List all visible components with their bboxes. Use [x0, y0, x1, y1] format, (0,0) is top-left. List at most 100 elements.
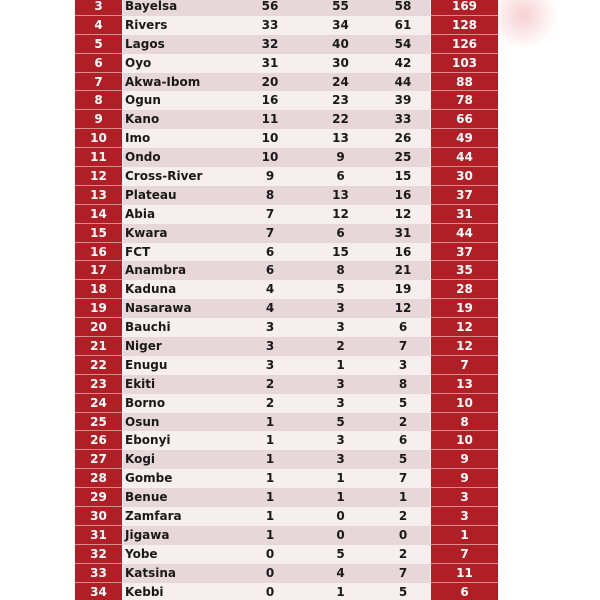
value-cell-3: 2 — [398, 414, 408, 429]
value-cell-1: 7 — [265, 206, 275, 221]
total-cell: 10 — [430, 393, 498, 413]
table-row: 22 Enugu 3 1 3 7 — [75, 355, 498, 375]
table-row: 8 Ogun 16 23 39 78 — [75, 91, 498, 111]
value-cell-2: 2 — [336, 339, 345, 354]
value-cell-3: 12 — [394, 206, 412, 221]
state-name-cell: Ondo — [125, 150, 161, 165]
value-cell-1: 56 — [261, 0, 279, 13]
table-row: 16 FCT 6 15 16 37 — [75, 242, 498, 262]
value-cell-2: 12 — [332, 206, 349, 221]
value-cell-1: 3 — [265, 320, 275, 335]
value-cell-1: 10 — [261, 150, 279, 165]
state-name-cell: Ebonyi — [125, 433, 171, 448]
total-cell: 12 — [430, 318, 498, 338]
table-row: 6 Oyo 31 30 42 103 — [75, 53, 498, 73]
table-row: 27 Kogi 1 3 5 9 — [75, 450, 498, 470]
total-cell: 28 — [430, 280, 498, 300]
value-cell-2: 3 — [336, 452, 345, 467]
value-cell-2: 6 — [336, 169, 345, 184]
total-cell: 126 — [430, 34, 498, 54]
rank-cell: 10 — [75, 129, 123, 149]
state-name-cell: Kaduna — [125, 282, 177, 297]
value-cell-1: 2 — [265, 395, 275, 410]
table-row: 24 Borno 2 3 5 10 — [75, 393, 498, 413]
rank-cell: 14 — [75, 204, 123, 224]
table-row: 25 Osun 1 5 2 8 — [75, 412, 498, 432]
rank-cell: 7 — [75, 72, 123, 92]
value-cell-3: 42 — [394, 55, 412, 70]
state-name-cell: Anambra — [125, 263, 187, 278]
value-cell-1: 4 — [265, 282, 275, 297]
total-cell: 49 — [430, 129, 498, 149]
value-cell-2: 1 — [336, 584, 345, 599]
table-row: 10 Imo 10 13 26 49 — [75, 129, 498, 149]
value-cell-3: 5 — [398, 452, 408, 467]
state-name-cell: Yobe — [125, 546, 158, 561]
value-cell-1: 2 — [265, 376, 275, 391]
table-row: 12 Cross-River 9 6 15 30 — [75, 167, 498, 186]
state-name-cell: Rivers — [125, 17, 168, 32]
value-cell-2: 24 — [332, 74, 349, 89]
value-cell-1: 11 — [261, 112, 279, 127]
state-name-cell: Abia — [125, 206, 156, 221]
value-cell-2: 4 — [336, 565, 345, 580]
total-cell: 6 — [430, 582, 498, 600]
value-cell-3: 7 — [398, 565, 408, 580]
value-cell-2: 22 — [332, 112, 349, 127]
table-row: 17 Anambra 6 8 21 35 — [75, 261, 498, 281]
total-cell: 11 — [430, 563, 498, 583]
total-cell: 169 — [430, 0, 498, 16]
table-row: 18 Kaduna 4 5 19 28 — [75, 280, 498, 300]
state-name-cell: Jigawa — [125, 527, 170, 542]
rank-cell: 24 — [75, 393, 123, 413]
value-cell-3: 3 — [398, 357, 408, 372]
state-name-cell: Nasarawa — [125, 301, 192, 316]
total-cell: 44 — [430, 223, 498, 243]
total-cell: 12 — [430, 337, 498, 356]
value-cell-2: 0 — [336, 509, 345, 524]
value-cell-3: 1 — [398, 490, 408, 505]
value-cell-2: 34 — [332, 17, 349, 32]
table-row: 15 Kwara 7 6 31 44 — [75, 223, 498, 243]
value-cell-3: 61 — [394, 17, 412, 32]
table-row: 5 Lagos 32 40 54 126 — [75, 34, 498, 54]
state-name-cell: Benue — [125, 490, 168, 505]
rank-cell: 22 — [75, 355, 123, 375]
state-name-cell: Zamfara — [125, 509, 182, 524]
rank-cell: 28 — [75, 469, 123, 489]
total-cell: 88 — [430, 72, 498, 92]
table-row: 31 Jigawa 1 0 0 1 — [75, 525, 498, 545]
value-cell-2: 5 — [336, 282, 345, 297]
value-cell-1: 1 — [265, 527, 275, 542]
state-name-cell: Enugu — [125, 357, 168, 372]
rank-cell: 12 — [75, 167, 123, 186]
value-cell-2: 13 — [332, 187, 349, 202]
value-cell-3: 39 — [394, 93, 412, 108]
rank-cell: 6 — [75, 53, 123, 73]
value-cell-3: 8 — [398, 376, 408, 391]
total-cell: 7 — [430, 544, 498, 564]
value-cell-2: 3 — [336, 376, 345, 391]
table-row: 20 Bauchi 3 3 6 12 — [75, 318, 498, 338]
value-cell-1: 1 — [265, 452, 275, 467]
rank-cell: 31 — [75, 525, 123, 545]
value-cell-3: 44 — [394, 74, 412, 89]
value-cell-1: 1 — [265, 509, 275, 524]
total-cell: 3 — [430, 488, 498, 508]
total-cell: 1 — [430, 525, 498, 545]
total-cell: 78 — [430, 91, 498, 111]
value-cell-1: 6 — [265, 263, 275, 278]
state-name-cell: Oyo — [125, 55, 152, 70]
value-cell-2: 23 — [332, 93, 349, 108]
rank-cell: 16 — [75, 242, 123, 262]
table-row: 34 Kebbi 0 1 5 6 — [75, 582, 498, 600]
total-cell: 8 — [430, 412, 498, 432]
state-name-cell: Plateau — [125, 187, 177, 202]
rank-cell: 26 — [75, 431, 123, 451]
state-name-cell: Bayelsa — [125, 0, 178, 13]
state-name-cell: Lagos — [125, 36, 165, 51]
value-cell-2: 3 — [336, 301, 345, 316]
value-cell-3: 5 — [398, 584, 408, 599]
value-cell-1: 10 — [261, 131, 279, 146]
